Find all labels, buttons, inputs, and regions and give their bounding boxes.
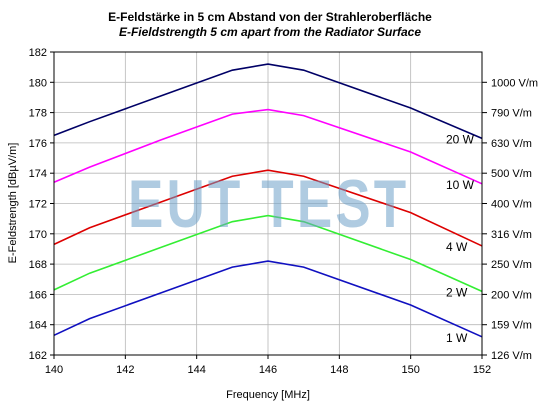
- y-tick-label: 182: [29, 47, 47, 59]
- right-axis-tick-label: 1000 V/m: [491, 77, 538, 89]
- chart-title: E-Feldstärke in 5 cm Abstand von der Str…: [108, 10, 432, 24]
- x-tick-label: 146: [259, 364, 277, 376]
- right-axis-tick-label: 126 V/m: [491, 350, 532, 362]
- y-tick-label: 170: [29, 229, 47, 241]
- right-axis-tick-label: 400 V/m: [491, 199, 532, 211]
- y-tick-label: 162: [29, 350, 47, 362]
- series-line: [53, 108, 483, 185]
- series-line: [53, 260, 483, 338]
- watermark: EUT TEST: [128, 166, 410, 242]
- y-axis-label: E-Feldstrength [dBµV/m]: [7, 143, 19, 264]
- y-tick-label: 168: [29, 259, 47, 271]
- x-tick-label: 152: [473, 364, 491, 376]
- series-label: 1 W: [446, 331, 468, 345]
- right-axis-tick-label: 500 V/m: [491, 168, 532, 180]
- series-line: [53, 214, 483, 293]
- y-tick-label: 172: [29, 199, 47, 211]
- y-tick-label: 174: [29, 168, 47, 180]
- right-axis-tick-label: 200 V/m: [491, 289, 532, 301]
- x-tick-label: 150: [401, 364, 419, 376]
- y-tick-label: 176: [29, 138, 47, 150]
- y-tick-label: 178: [29, 108, 47, 120]
- y-tick-label: 164: [29, 320, 47, 332]
- series-label: 2 W: [446, 285, 468, 299]
- right-axis-tick-label: 630 V/m: [491, 138, 532, 150]
- x-tick-label: 140: [45, 364, 63, 376]
- x-tick-label: 142: [116, 364, 134, 376]
- series-label: 4 W: [446, 240, 468, 254]
- y-tick-label: 180: [29, 77, 47, 89]
- x-tick-label: 148: [330, 364, 348, 376]
- y-tick-label: 166: [29, 289, 47, 301]
- series-label: 20 W: [446, 132, 475, 146]
- x-axis-label: Frequency [MHz]: [226, 389, 310, 401]
- series-line: [53, 169, 483, 247]
- x-tick-label: 144: [187, 364, 205, 376]
- series-line: [53, 63, 483, 140]
- right-axis-tick-label: 790 V/m: [491, 108, 532, 120]
- series-label: 10 W: [446, 178, 475, 192]
- right-axis-tick-label: 316 V/m: [491, 229, 532, 241]
- right-axis-tick-label: 159 V/m: [491, 320, 532, 332]
- right-axis-tick-label: 250 V/m: [491, 259, 532, 271]
- chart-subtitle: E-Fieldstrength 5 cm apart from the Radi…: [118, 25, 422, 39]
